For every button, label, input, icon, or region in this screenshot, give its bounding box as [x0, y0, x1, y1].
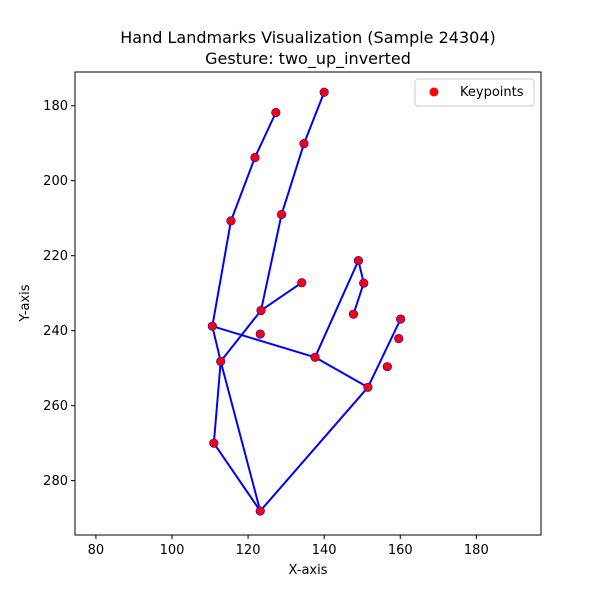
connection-line: [229, 156, 256, 222]
x-tick-label: 140: [312, 543, 337, 558]
keypoint: [396, 314, 406, 324]
keypoint: [209, 438, 219, 448]
connection-line: [211, 325, 222, 363]
connection-line: [211, 219, 232, 328]
connection-line: [212, 442, 262, 513]
keypoint: [226, 216, 236, 226]
connection-line: [211, 325, 317, 359]
connection-line: [366, 318, 402, 389]
keypoint: [271, 107, 281, 118]
y-tick-label: 200: [43, 174, 68, 189]
keypoint: [348, 309, 359, 319]
y-tick-label: 260: [43, 399, 68, 414]
connection-line: [253, 111, 277, 159]
connection-lines: [211, 91, 402, 513]
keypoint: [359, 278, 369, 288]
legend-label-keypoints: Keypoints: [460, 85, 524, 100]
x-tick-label: 120: [236, 543, 261, 558]
connection-line: [219, 309, 263, 363]
x-tick-label: 80: [88, 543, 105, 558]
keypoint: [297, 278, 307, 288]
connection-line: [352, 282, 365, 316]
y-tick-label: 280: [43, 474, 68, 489]
y-tick-label: 220: [43, 249, 68, 264]
connection-line: [259, 386, 369, 513]
x-axis-label: X-axis: [289, 563, 328, 578]
chart-title: Hand Landmarks Visualization (Sample 243…: [120, 28, 496, 47]
legend-marker: [429, 87, 439, 97]
y-tick-label: 180: [43, 99, 68, 114]
connection-line: [314, 259, 360, 359]
keypoint: [319, 87, 329, 97]
keypoint: [207, 321, 217, 331]
connection-line: [219, 360, 262, 513]
keypoint: [216, 356, 226, 367]
keypoint: [382, 362, 392, 372]
keypoint: [299, 139, 309, 149]
connection-line: [260, 213, 283, 312]
keypoints: [207, 87, 406, 516]
keypoint: [255, 329, 265, 339]
connection-line: [280, 142, 306, 216]
connection-line: [303, 91, 326, 145]
keypoint: [394, 333, 404, 344]
x-tick-label: 100: [160, 543, 185, 558]
x-tick-label: 160: [388, 543, 413, 558]
legend: Keypoints: [414, 78, 535, 107]
keypoint: [276, 209, 287, 220]
keypoint: [250, 152, 260, 163]
plot-frame: [74, 71, 542, 536]
keypoint: [353, 255, 364, 266]
y-tick-label: 240: [43, 324, 68, 339]
chart-subtitle: Gesture: two_up_inverted: [205, 49, 411, 69]
keypoint: [256, 305, 266, 316]
connection-line: [314, 356, 369, 389]
connection-line: [212, 360, 222, 445]
keypoint: [310, 352, 320, 362]
x-tick-label: 180: [464, 543, 489, 558]
axes-ticks: 80 100 120 140 160 180 180 200 220 240 260 280: [43, 99, 489, 558]
keypoint: [255, 506, 265, 516]
legend-box: [414, 78, 535, 107]
keypoint: [363, 382, 373, 392]
y-axis-label: Y-axis: [18, 284, 33, 322]
connection-line: [260, 281, 303, 312]
